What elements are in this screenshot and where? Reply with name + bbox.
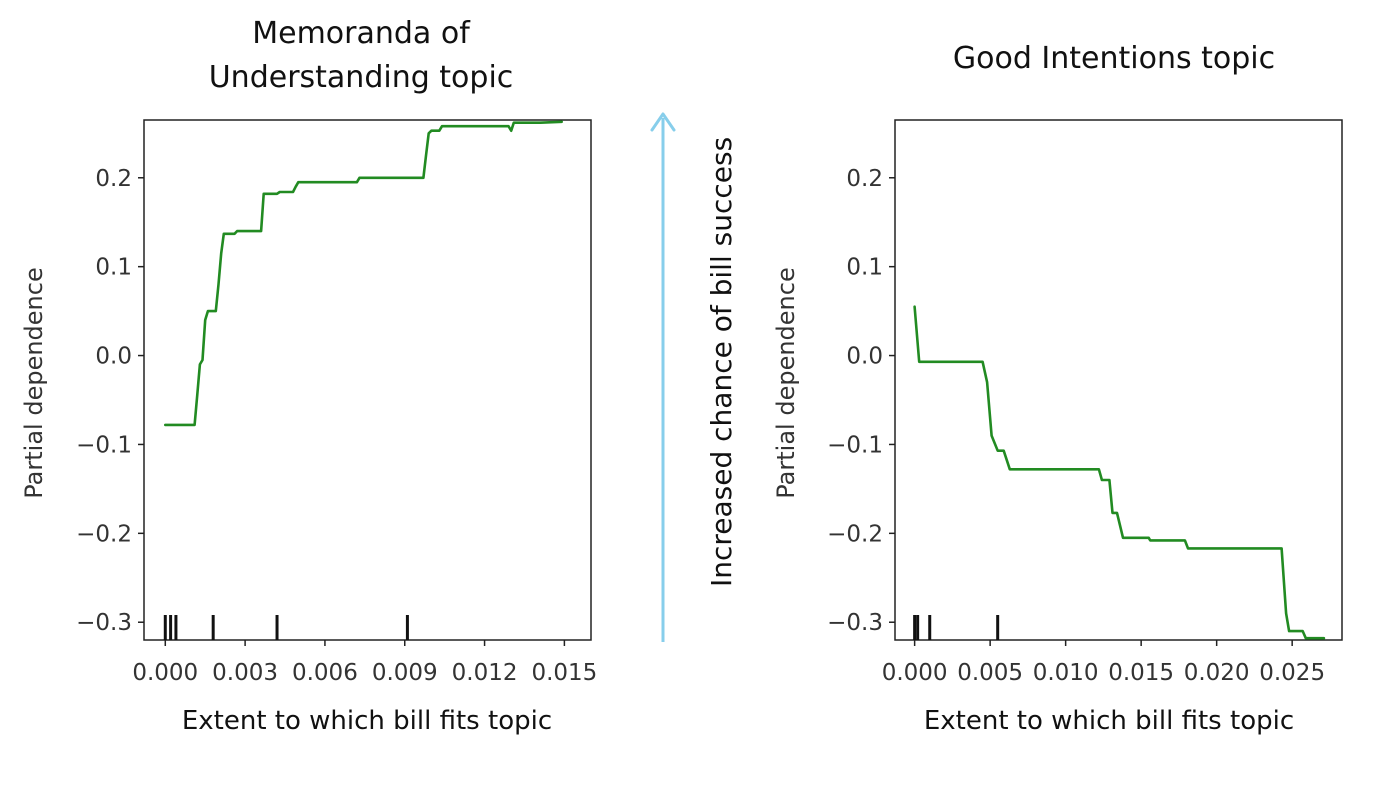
chart-1-title-line-1: Memoranda of (252, 16, 470, 51)
chart-1-xlabel: Extent to which bill fits topic (181, 706, 553, 736)
chart-1-xtick-label: 0.000 (132, 660, 198, 686)
chart-2-frame (894, 119, 1343, 641)
chart-2-ytick-label: −0.1 (827, 432, 883, 458)
chart-2-ytick-label: 0.1 (846, 255, 883, 281)
chart-2-ytick-label: 0.0 (846, 344, 883, 370)
chart-1-xtick-label: 0.012 (452, 660, 518, 686)
chart-1-ytick-label: −0.3 (76, 610, 132, 636)
chart-1-xtick-label: 0.015 (531, 660, 597, 686)
chart-1-xtick-label: 0.009 (372, 660, 438, 686)
chart-2-xtick-label: 0.005 (957, 660, 1023, 686)
chart-1-xtick-label: 0.006 (292, 660, 358, 686)
chart-2-ytick-label: −0.3 (827, 610, 883, 636)
chart-2-xtick-label: 0.025 (1259, 660, 1325, 686)
chart-2-ytick-label: −0.2 (827, 521, 883, 547)
chart-2-xtick-label: 0.010 (1033, 660, 1099, 686)
chart-1-xtick-label: 0.003 (212, 660, 278, 686)
chart-1-series-line (164, 120, 564, 427)
chart-2-title: Good Intentions topic (914, 37, 1314, 81)
chart-2-xtick-label: 0.015 (1108, 660, 1174, 686)
chart-1-ytick-label: 0.2 (95, 166, 132, 192)
chart-2-xtick-label: 0.020 (1184, 660, 1250, 686)
chart-1-ytick-label: 0.1 (95, 255, 132, 281)
chart-1-ytick-label: 0.0 (95, 344, 132, 370)
chart-2-xtick-label: 0.000 (882, 660, 948, 686)
success-arrow-head (650, 112, 676, 132)
chart-1-ytick-label: −0.2 (76, 521, 132, 547)
chart-2-series-line (913, 305, 1326, 640)
chart-2-xlabel: Extent to which bill fits topic (923, 706, 1295, 736)
chart-1-title: Memoranda of Understanding topic (161, 12, 561, 100)
chart-2-title-line-1: Good Intentions topic (952, 41, 1276, 76)
chart-1-ytick-label: −0.1 (76, 432, 132, 458)
chart-1-title-line-2: Understanding topic (208, 60, 514, 95)
chart-2-ytick-label: 0.2 (846, 166, 883, 192)
chart-1-frame (143, 119, 592, 641)
